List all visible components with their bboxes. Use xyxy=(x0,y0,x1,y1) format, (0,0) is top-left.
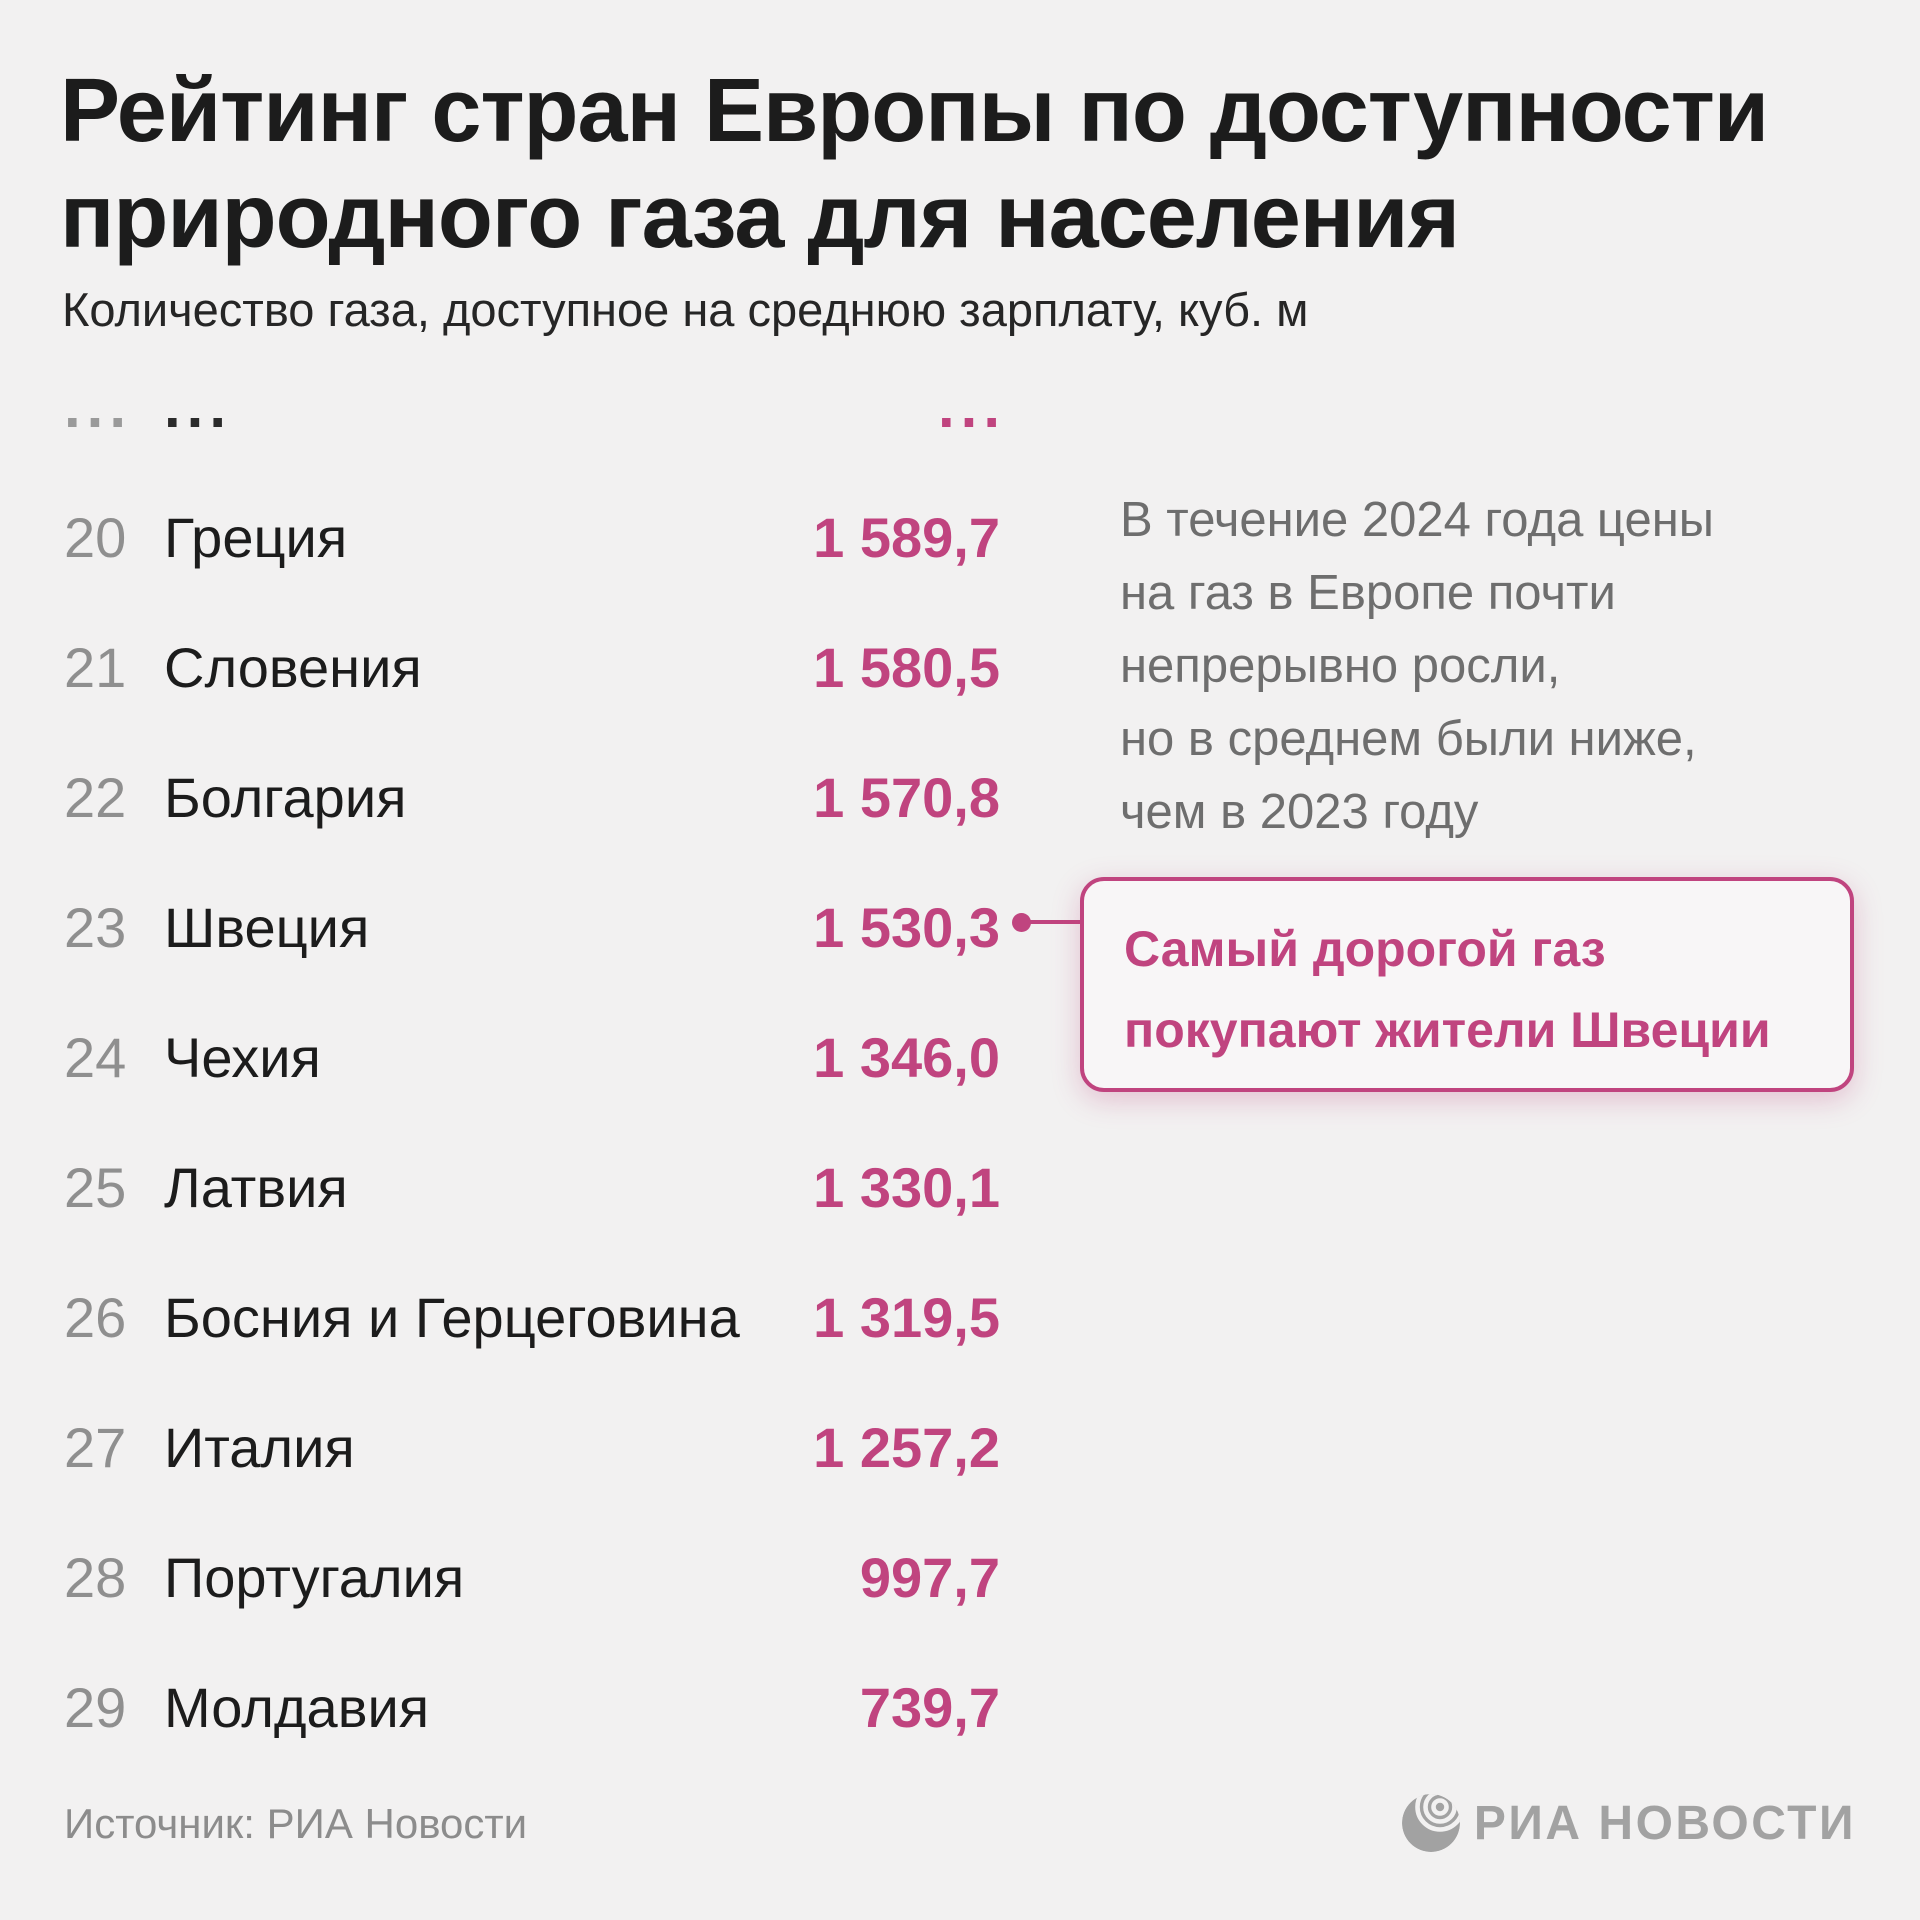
gas-volume-value: 1 346,0 xyxy=(813,1025,1000,1089)
country-name: Словения xyxy=(164,635,422,699)
gas-volume-value: 1 580,5 xyxy=(813,635,1000,699)
gas-volume-value: 1 589,7 xyxy=(813,505,1000,569)
page-title: Рейтинг стран Европы по доступности прир… xyxy=(60,58,1769,270)
callout-box: Самый дорогой газ покупают жители Швеции xyxy=(1080,877,1854,1092)
ria-globe-icon xyxy=(1401,1794,1460,1852)
gas-volume-value: 997,7 xyxy=(859,1545,1000,1609)
ria-novosti-logo: РИА НОВОСТИ xyxy=(1401,1794,1856,1852)
country-name: Молдавия xyxy=(164,1675,430,1739)
table-row: 25 Латвия 1 330,1 xyxy=(64,1122,1000,1252)
title-line-2: природного газа для населения xyxy=(60,167,1460,267)
table-row: 24 Чехия 1 346,0 xyxy=(64,992,1000,1122)
country-name: Швеция xyxy=(164,895,370,959)
gas-volume-value: 1 257,2 xyxy=(813,1415,1000,1479)
rank-number: 24 xyxy=(64,1025,127,1089)
table-row: 26 Босния и Герцеговина 1 319,5 xyxy=(64,1252,1000,1382)
country-name: Латвия xyxy=(164,1155,348,1219)
table-row: 20 Греция 1 589,7 xyxy=(64,472,1000,602)
rank-number: 20 xyxy=(64,505,127,569)
table-row: 27 Италия 1 257,2 xyxy=(64,1382,1000,1512)
logo-text: РИА НОВОСТИ xyxy=(1473,1796,1856,1850)
rank-number: 25 xyxy=(64,1155,127,1219)
gas-volume-value: 1 319,5 xyxy=(813,1285,1000,1349)
table-row: 29 Молдавия 739,7 xyxy=(64,1642,1000,1772)
country-column-ellipsis: ... xyxy=(164,373,233,440)
rank-number: 26 xyxy=(64,1285,127,1349)
country-name: Греция xyxy=(164,505,348,569)
rank-number: 27 xyxy=(64,1415,127,1479)
gas-volume-value: 1 570,8 xyxy=(813,765,1000,829)
gas-volume-value: 1 530,3 xyxy=(813,895,1000,959)
rank-number: 28 xyxy=(64,1545,127,1609)
table-row-sweden: 23 Швеция 1 530,3 xyxy=(64,862,1000,992)
subtitle: Количество газа, доступное на среднюю за… xyxy=(62,283,1309,336)
truncation-indicator-row: ... ... ... xyxy=(64,372,1000,442)
rank-number: 23 xyxy=(64,895,127,959)
table-row: 28 Португалия 997,7 xyxy=(64,1512,1000,1642)
ranking-list: 20 Греция 1 589,7 21 Словения 1 580,5 22… xyxy=(64,472,1000,1772)
gas-volume-value: 739,7 xyxy=(859,1675,1000,1739)
country-name: Болгария xyxy=(164,765,407,829)
source-label: Источник: РИА Новости xyxy=(64,1800,528,1847)
gas-volume-value: 1 330,1 xyxy=(813,1155,1000,1219)
country-name: Португалия xyxy=(164,1545,465,1609)
rank-number: 29 xyxy=(64,1675,127,1739)
country-name: Босния и Герцеговина xyxy=(164,1285,740,1349)
table-row: 22 Болгария 1 570,8 xyxy=(64,732,1000,862)
country-name: Чехия xyxy=(164,1025,321,1089)
country-name: Италия xyxy=(164,1415,355,1479)
table-row: 21 Словения 1 580,5 xyxy=(64,602,1000,732)
callout-connector-line xyxy=(1026,920,1084,924)
callout-connector-dot xyxy=(1012,913,1031,932)
callout-text: Самый дорогой газ покупают жители Швеции xyxy=(1124,921,1771,1058)
title-line-1: Рейтинг стран Европы по доступности xyxy=(60,61,1769,161)
rank-number: 21 xyxy=(64,635,127,699)
value-column-ellipsis: ... xyxy=(937,373,1006,440)
rank-column-ellipsis: ... xyxy=(64,373,133,440)
rank-number: 22 xyxy=(64,765,127,829)
context-annotation: В течение 2024 года цены на газ в Европе… xyxy=(1120,493,1714,839)
